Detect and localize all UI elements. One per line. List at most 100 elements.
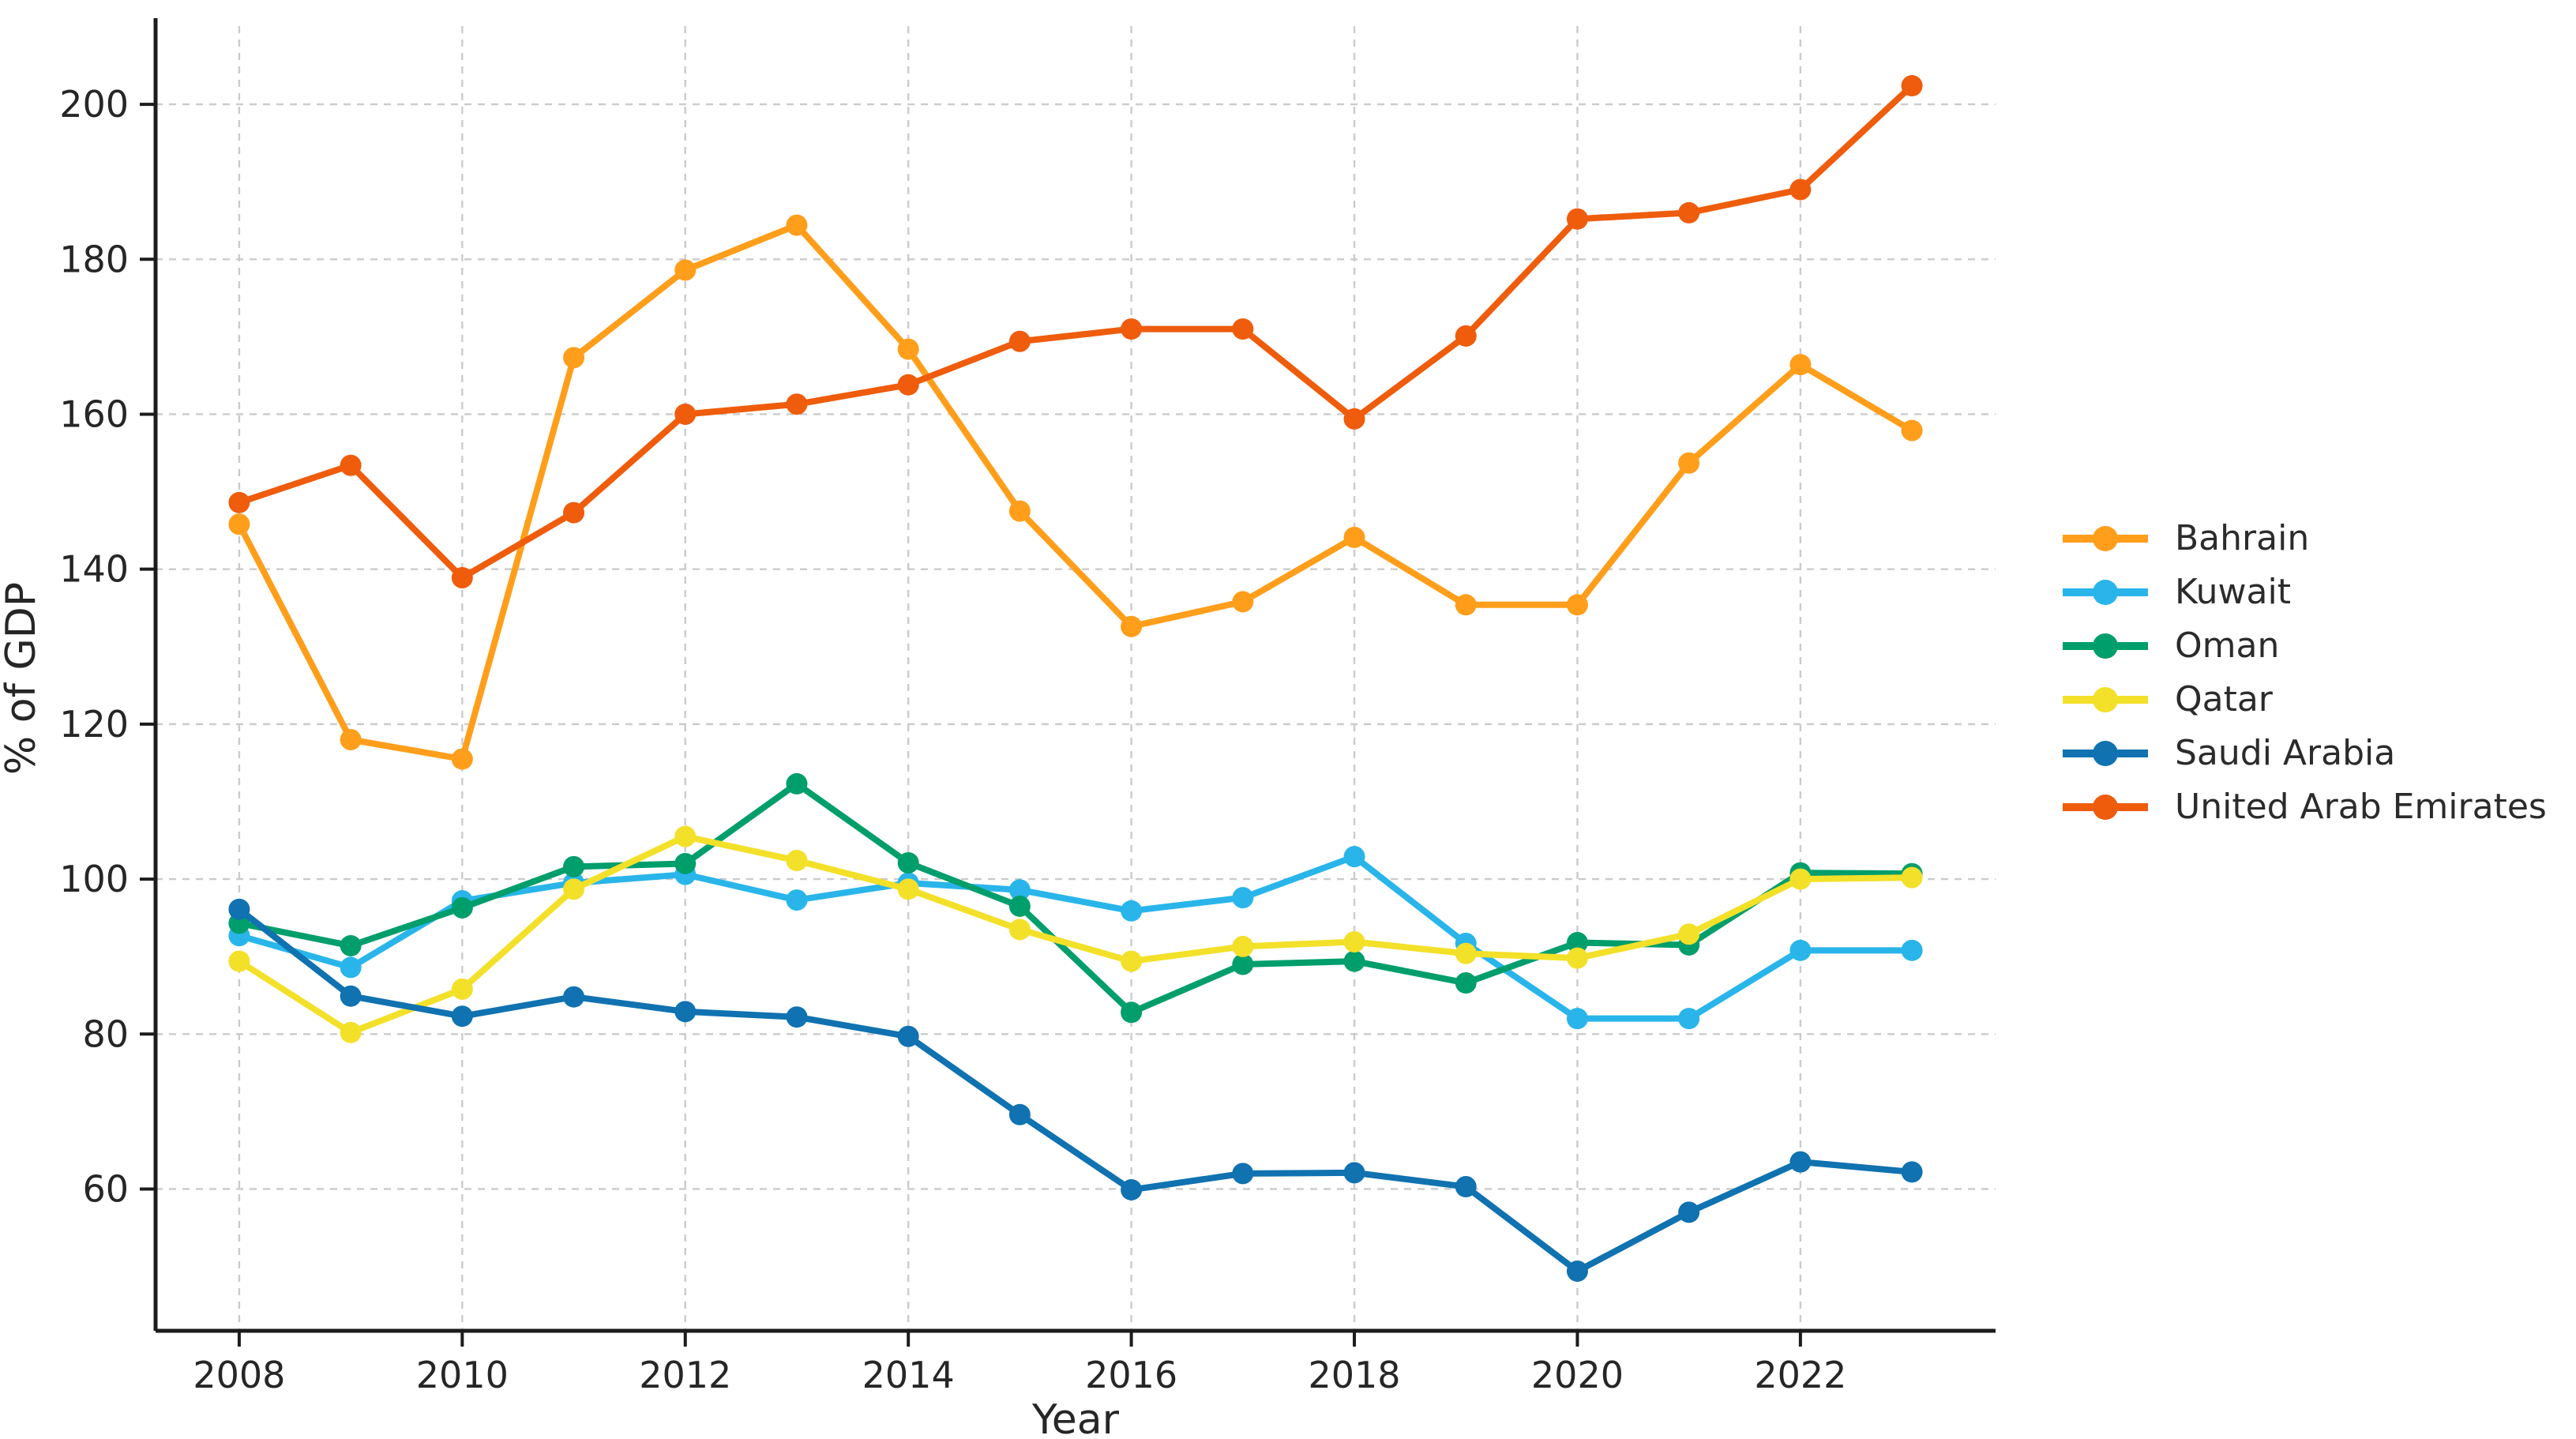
data-point-saudi-arabia [1901,1161,1923,1183]
data-point-bahrain [1232,591,1254,613]
data-point-qatar [1566,947,1588,969]
data-point-bahrain [1789,354,1812,376]
data-point-kuwait [1901,939,1923,961]
data-point-oman [1455,972,1477,994]
series-line-united-arab-emirates [235,82,1916,581]
data-point-qatar [1343,931,1365,953]
data-point-bahrain [563,347,585,369]
legend-line-dot-icon [2063,580,2148,605]
legend-line-dot-icon [2063,687,2148,712]
data-point-bahrain [340,728,362,750]
y-tick-label: 140 [59,548,129,591]
data-point-saudi-arabia [340,985,362,1007]
x-tick-label: 2018 [1308,1354,1400,1396]
data-point-saudi-arabia [674,1001,697,1023]
x-tick-label: 2008 [193,1354,285,1396]
series-line-bahrain [235,222,1916,763]
data-point-saudi-arabia [1232,1163,1254,1185]
legend-line-dot-icon [2063,633,2148,659]
data-point-qatar [897,878,919,900]
data-point-oman [1232,953,1254,975]
legend-label: Kuwait [2175,572,2291,612]
data-point-bahrain [1901,419,1923,441]
data-point-kuwait [1008,879,1031,901]
data-point-oman [1121,1001,1143,1024]
data-point-qatar [563,878,585,900]
data-point-oman [451,896,473,919]
series-line-qatar [235,833,1916,1036]
data-point-oman [1008,895,1031,917]
data-point-kuwait [1121,900,1143,922]
legend-item-bahrain: Bahrain [2060,512,2547,565]
series-line-saudi-arabia [235,906,1916,1275]
data-point-united-arab-emirates [674,403,697,425]
y-tick-label: 80 [82,1013,129,1055]
data-point-kuwait [1566,1008,1588,1030]
y-tick-label: 120 [59,703,129,746]
data-point-saudi-arabia [1566,1260,1588,1282]
data-point-oman [674,852,697,874]
data-point-kuwait [1789,939,1812,961]
data-point-united-arab-emirates [786,393,808,415]
data-point-oman [1566,932,1588,954]
data-point-oman [786,772,808,795]
data-point-bahrain [1008,500,1031,522]
data-point-qatar [1789,868,1812,890]
data-point-qatar [1901,866,1923,889]
x-tick-label: 2020 [1531,1354,1624,1396]
data-point-united-arab-emirates [1343,408,1365,430]
legend-item-oman: Oman [2060,619,2547,673]
y-tick-label: 60 [82,1167,129,1210]
data-point-united-arab-emirates [1901,75,1923,97]
data-point-qatar [786,850,808,872]
x-tick-label: 2010 [416,1354,509,1396]
data-point-oman [897,851,919,874]
data-point-saudi-arabia [1343,1162,1365,1184]
data-point-saudi-arabia [1455,1176,1477,1198]
data-point-saudi-arabia [1678,1201,1700,1223]
data-point-qatar [451,978,473,1000]
data-point-united-arab-emirates [1678,201,1700,224]
x-tick-label: 2012 [639,1354,731,1396]
data-point-oman [563,855,585,877]
legend-item-saudi-arabia: Saudi Arabia [2060,727,2547,780]
y-tick-label: 160 [59,393,129,435]
data-point-bahrain [451,748,473,770]
legend-item-united-arab-emirates: United Arab Emirates [2060,780,2547,834]
data-point-united-arab-emirates [1121,318,1143,340]
data-point-united-arab-emirates [1566,208,1588,230]
data-point-qatar [228,950,250,972]
data-point-saudi-arabia [563,986,585,1008]
data-point-saudi-arabia [1121,1178,1143,1200]
data-point-united-arab-emirates [1455,325,1477,347]
data-point-united-arab-emirates [340,454,362,476]
data-point-saudi-arabia [1008,1103,1031,1125]
data-point-qatar [1455,942,1477,964]
data-point-qatar [1232,935,1254,957]
legend-label: Saudi Arabia [2175,733,2396,773]
data-point-bahrain [1343,526,1365,548]
legend-label: Bahrain [2175,518,2310,558]
data-point-qatar [340,1021,362,1043]
data-point-qatar [1121,950,1143,972]
data-point-qatar [674,825,697,847]
x-axis-title: Year [1031,1396,1120,1439]
data-point-saudi-arabia [1789,1151,1812,1173]
data-point-bahrain [1121,615,1143,637]
legend-label: United Arab Emirates [2175,787,2547,827]
data-point-united-arab-emirates [451,566,473,588]
data-point-kuwait [340,956,362,979]
series-line-kuwait [235,853,1916,1022]
legend-item-kuwait: Kuwait [2060,565,2547,619]
legend-item-qatar: Qatar [2060,673,2547,727]
data-point-oman [340,934,362,956]
data-point-saudi-arabia [228,898,250,920]
data-point-bahrain [1678,452,1700,474]
y-tick-label: 200 [59,83,129,126]
data-point-united-arab-emirates [1232,318,1254,340]
data-point-kuwait [1678,1008,1700,1030]
data-point-saudi-arabia [786,1006,808,1028]
data-point-united-arab-emirates [1008,330,1031,352]
